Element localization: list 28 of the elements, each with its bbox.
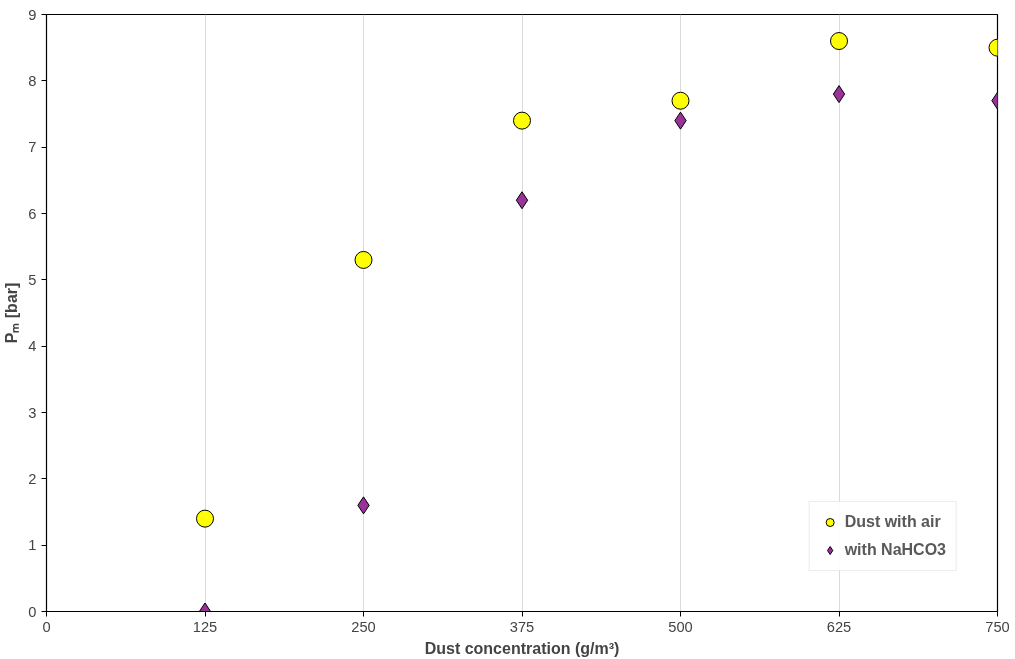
x-axis-title: Dust concentration (g/m³) — [424, 639, 620, 657]
point — [196, 509, 214, 528]
x-tick-label: 625 — [826, 618, 852, 635]
y-tick-label: 2 — [28, 470, 37, 487]
point — [671, 91, 690, 110]
x-tick-label: 500 — [668, 618, 693, 635]
legend-label: with NaHCO3 — [844, 541, 946, 559]
x-tick-label: 250 — [351, 618, 376, 635]
x-tick-label: 375 — [509, 618, 535, 635]
y-tick-label: 5 — [28, 271, 37, 288]
point — [354, 250, 373, 269]
x-tick-label: 125 — [192, 618, 218, 635]
y-tick-label: 6 — [28, 205, 37, 222]
point — [832, 85, 846, 104]
legend-label: Dust with air — [844, 513, 941, 531]
y-tick-label: 1 — [28, 537, 37, 554]
x-tick-label: 750 — [985, 618, 1010, 635]
y-axis-title: Pₘ [bar] — [3, 282, 21, 344]
x-tick-label: 0 — [42, 618, 51, 635]
y-tick-label: 3 — [28, 404, 37, 421]
y-tick-label: 0 — [28, 603, 37, 620]
point — [515, 191, 529, 210]
y-tick-label: 7 — [28, 139, 37, 156]
y-tick-label: 9 — [28, 6, 37, 23]
point — [513, 111, 531, 130]
y-tick-label: 8 — [28, 72, 37, 89]
y-tick-label: 4 — [28, 338, 37, 355]
point — [830, 32, 848, 51]
